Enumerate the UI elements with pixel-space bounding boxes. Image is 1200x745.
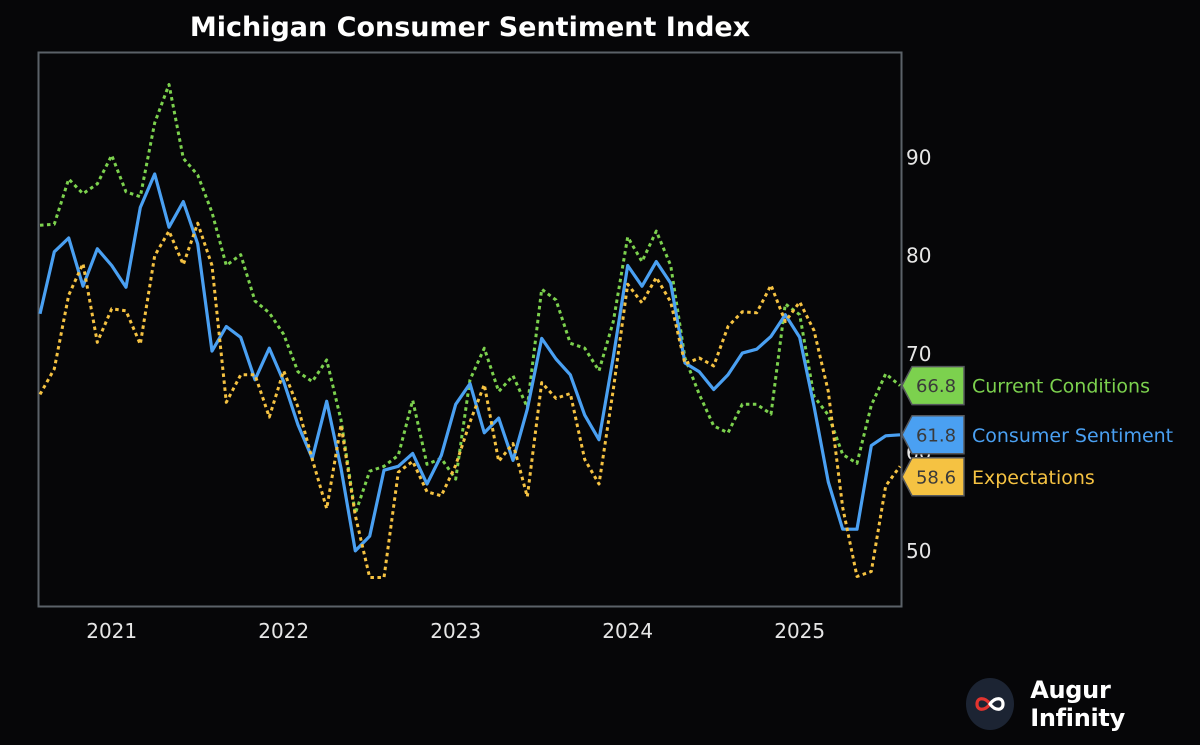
- infinity-icon: [966, 678, 1015, 730]
- legend-item-current-conditions: 66.8 Current Conditions: [901, 365, 1150, 406]
- legend-label: Current Conditions: [972, 376, 1150, 398]
- series-current-conditions: [39, 83, 901, 515]
- y-tick-label: 70: [906, 342, 931, 366]
- x-axis: 2021 2022 2023 2024 2025: [86, 619, 825, 643]
- series-expectations: [38, 221, 902, 579]
- y-tick-label: 50: [906, 539, 931, 563]
- legend: 66.8 Current Conditions 61.8 Consumer Senti…: [901, 365, 1173, 497]
- value-tag: [901, 365, 965, 406]
- y-tick-label: 80: [906, 244, 931, 268]
- series-line: [39, 83, 901, 515]
- legend-item-expectations: 58.6 Expectations: [901, 457, 1095, 497]
- x-tick-label: 2023: [430, 619, 481, 643]
- value-tag: [901, 415, 965, 455]
- plot-area-frame: [37, 51, 903, 608]
- x-tick-label: 2021: [86, 619, 137, 643]
- x-tick-label: 2024: [602, 619, 653, 643]
- value-tag: [901, 457, 965, 497]
- series-line: [38, 221, 902, 579]
- series-consumer-sentiment: [38, 172, 901, 553]
- value-tag-label: 61.8: [916, 425, 956, 446]
- y-axis: 5060708090: [906, 145, 931, 563]
- value-tag-label: 58.6: [916, 467, 956, 488]
- series-layer: [38, 83, 902, 579]
- y-tick-label: 90: [906, 145, 931, 169]
- legend-label: Consumer Sentiment: [972, 425, 1173, 447]
- brand-block: Augur Infinity: [966, 676, 1200, 732]
- brand-name: Augur Infinity: [1030, 676, 1125, 732]
- value-tag-label: 66.8: [916, 376, 956, 397]
- x-tick-label: 2025: [774, 619, 825, 643]
- series-line: [38, 172, 901, 553]
- chart-title: Michigan Consumer Sentiment Index: [190, 12, 750, 43]
- legend-label: Expectations: [972, 467, 1095, 489]
- legend-item-consumer-sentiment: 61.8 Consumer Sentiment: [901, 415, 1173, 455]
- x-tick-label: 2022: [258, 619, 309, 643]
